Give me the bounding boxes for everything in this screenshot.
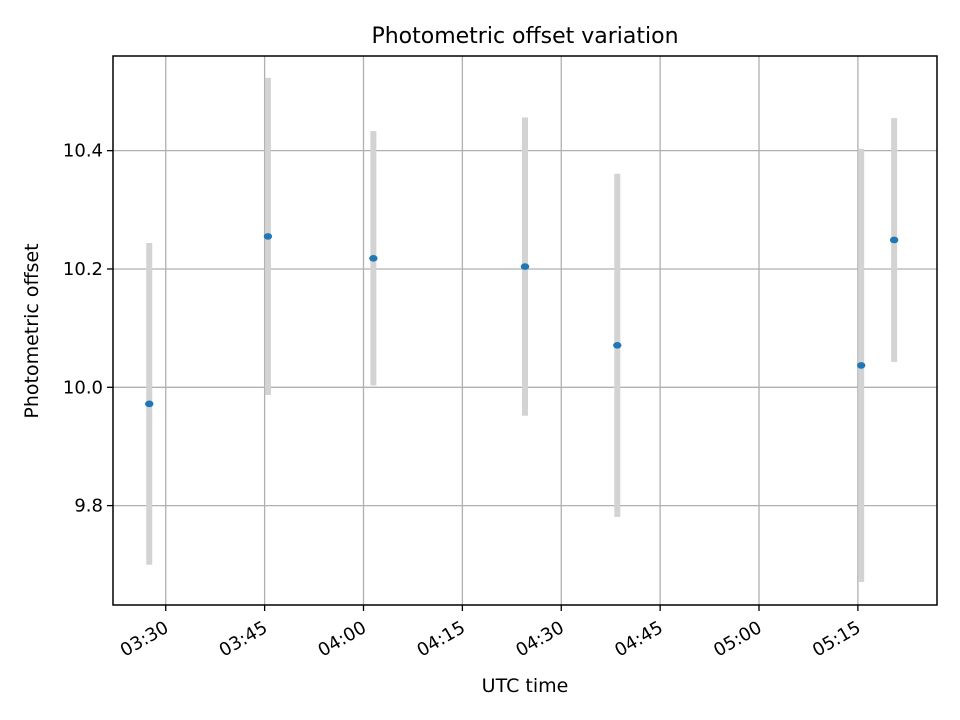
x-tick-label: 03:45 <box>216 617 271 661</box>
data-points <box>145 233 899 408</box>
chart-title: Photometric offset variation <box>371 24 678 49</box>
data-point <box>889 236 899 244</box>
data-point <box>145 400 154 408</box>
data-point <box>613 341 622 349</box>
x-tick-label: 04:15 <box>413 617 468 661</box>
x-tick-label: 03:30 <box>117 617 172 661</box>
x-tick-label: 04:30 <box>512 617 567 661</box>
y-tick-label: 10.2 <box>63 259 103 280</box>
x-tick-label: 05:15 <box>809 617 864 661</box>
plot-frame <box>112 55 938 606</box>
y-tick-label: 10.0 <box>63 377 103 398</box>
x-axis: 03:30 03:45 04:00 04:15 04:30 04:45 05:00 05:15 <box>117 605 864 661</box>
data-point <box>520 263 530 270</box>
data-point <box>369 255 378 262</box>
y-axis-label: Photometric offset <box>21 243 43 418</box>
y-axis: 9.8 10.0 10.2 10.4 <box>63 141 113 517</box>
y-tick-label: 10.4 <box>63 141 103 162</box>
grid <box>113 56 937 605</box>
x-tick-label: 04:45 <box>611 617 666 661</box>
data-point <box>263 233 273 240</box>
x-tick-label: 04:00 <box>315 617 370 661</box>
x-tick-label: 05:00 <box>710 617 765 661</box>
data-point <box>856 362 866 369</box>
error-bars <box>146 77 898 582</box>
y-tick-label: 9.8 <box>74 496 103 517</box>
x-axis-label: UTC time <box>482 675 569 697</box>
